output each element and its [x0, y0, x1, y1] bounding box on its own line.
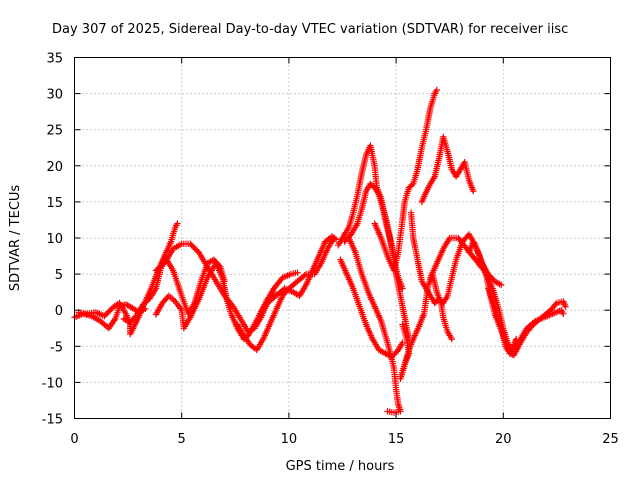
data-point	[560, 310, 567, 317]
x-tick-label: 5	[178, 432, 186, 447]
y-tick-label: 5	[55, 268, 63, 283]
y-tick-label: 20	[46, 160, 63, 175]
y-tick-label: 25	[46, 124, 63, 139]
data-point	[192, 246, 200, 253]
data-point	[552, 301, 559, 308]
data-point	[498, 281, 505, 289]
data-point	[408, 181, 415, 189]
x-axis-label: GPS time / hours	[286, 459, 395, 474]
data-point	[111, 317, 118, 324]
x-axis-ticks: 0 5 10 15 20 25	[70, 57, 619, 447]
data-point	[384, 408, 391, 415]
y-tick-label: 30	[46, 88, 63, 103]
data-point	[105, 308, 112, 315]
data-point	[562, 303, 569, 310]
data-point	[189, 243, 197, 250]
chart-title: Day 307 of 2025, Sidereal Day-to-day VTE…	[52, 22, 568, 37]
x-tick-label: 10	[281, 432, 298, 447]
x-tick-label: 20	[495, 432, 512, 447]
y-tick-label: 35	[46, 52, 63, 67]
data-point	[174, 220, 181, 227]
y-tick-label: 10	[46, 232, 63, 247]
data-point	[393, 348, 401, 355]
data-point	[102, 311, 110, 318]
y-tick-label: -10	[42, 376, 63, 391]
data-point	[301, 272, 308, 279]
data-point	[132, 313, 139, 320]
data-point	[470, 187, 477, 195]
y-tick-label: 15	[46, 196, 63, 211]
data-points	[71, 86, 569, 416]
y-axis-ticks: -15 -10 -5 0 5 10 15 20 25 30 35	[42, 52, 611, 428]
data-point	[101, 312, 108, 320]
data-point	[448, 335, 455, 343]
data-point	[331, 235, 338, 242]
x-tick-label: 0	[70, 432, 78, 447]
data-point	[170, 296, 177, 304]
data-point	[107, 307, 114, 314]
x-tick-label: 15	[388, 432, 405, 447]
y-axis-label: SDTVAR / TECUs	[8, 185, 23, 292]
data-point	[187, 240, 194, 247]
data-point	[104, 309, 111, 317]
y-tick-label: 0	[55, 304, 63, 319]
data-point	[294, 269, 301, 276]
data-point	[433, 86, 440, 94]
y-tick-label: -15	[42, 413, 63, 428]
data-point	[191, 244, 198, 252]
x-tick-label: 25	[602, 432, 619, 447]
y-tick-label: -5	[50, 340, 63, 355]
data-point	[188, 242, 195, 249]
